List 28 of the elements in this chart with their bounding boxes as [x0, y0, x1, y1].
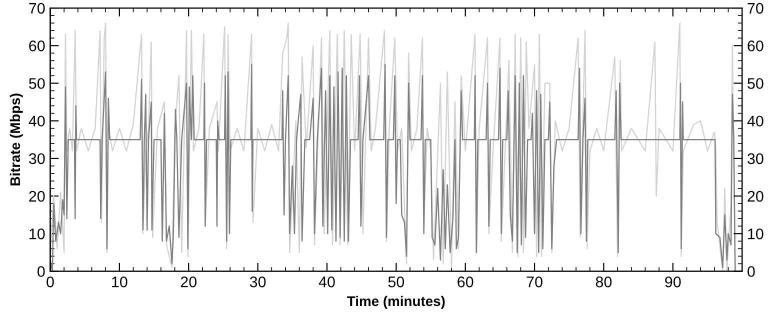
y-tick-label: 0 [37, 266, 45, 277]
x-tick-label: 80 [596, 276, 612, 288]
y-axis-title: Bitrate (Mbps) [10, 94, 23, 186]
y-tick-label: 70 [29, 2, 45, 14]
x-tick-label: 40 [318, 276, 335, 288]
y2-tick-label: 0 [748, 266, 755, 277]
x-tick-label: 70 [526, 276, 542, 288]
y-tick-label: 10 [30, 228, 45, 240]
y2-tick-label: 50 [748, 78, 764, 89]
x-tick-label: 10 [112, 276, 128, 288]
y2-tick-label: 40 [747, 116, 764, 127]
x-tick-label: 60 [458, 276, 474, 288]
y2-tick-label: 60 [748, 40, 764, 52]
x-tick-label: 50 [388, 276, 404, 288]
x-tick-label: 30 [250, 276, 266, 288]
x-tick-label: 0 [46, 276, 54, 288]
y2-tick-label: 70 [748, 2, 764, 14]
y-tick-label: 30 [28, 153, 45, 164]
y-tick-label: 50 [29, 78, 45, 89]
y2-tick-label: 30 [748, 153, 764, 164]
y2-tick-label: 20 [748, 190, 764, 202]
x-tick-label: 90 [665, 276, 681, 288]
y-tick-label: 20 [29, 190, 45, 202]
y-tick-label: 40 [28, 116, 45, 127]
x-axis-title: Time (minutes) [347, 296, 445, 309]
y-tick-label: 60 [29, 40, 45, 52]
y2-tick-label: 10 [748, 228, 764, 240]
x-tick-label: 20 [180, 276, 197, 288]
